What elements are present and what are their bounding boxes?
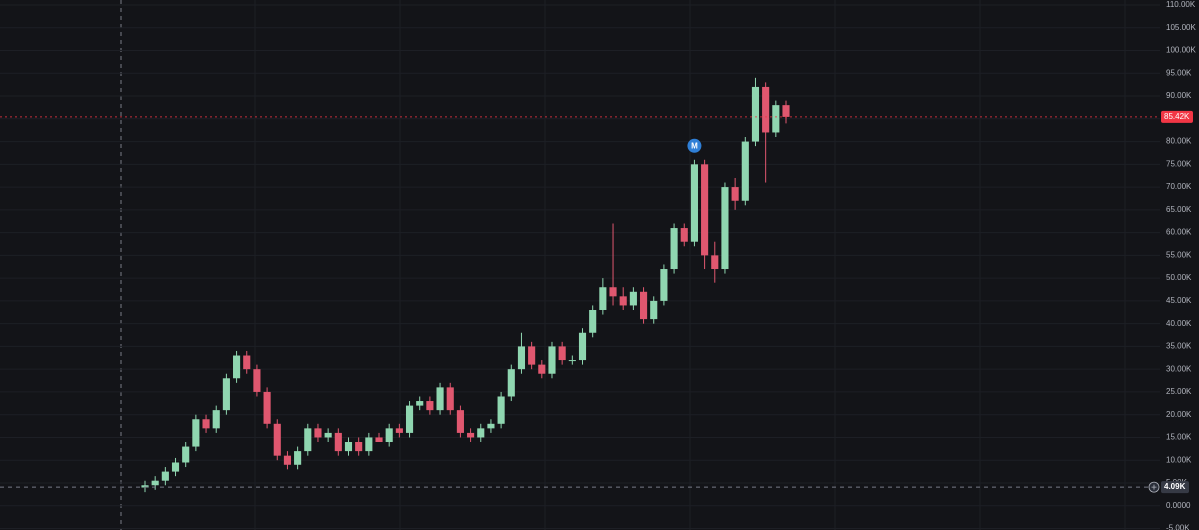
candle-body <box>629 291 637 306</box>
candle-body <box>171 462 180 472</box>
vertical-grid <box>254 0 1126 530</box>
candle-body <box>670 228 678 270</box>
candle-body <box>548 346 556 374</box>
candle-body <box>314 428 322 438</box>
y-tick-label: 20.00K <box>1166 410 1192 419</box>
candle-body <box>528 346 536 365</box>
candle-body <box>385 428 393 443</box>
candle-body <box>650 300 658 320</box>
candle-body <box>344 442 353 452</box>
candle-body <box>639 291 648 320</box>
y-tick-label: 110.00K <box>1166 0 1196 9</box>
y-tick-label: 45.00K <box>1166 296 1192 305</box>
candle-body <box>416 401 424 406</box>
candle-body <box>517 346 526 370</box>
candle-body <box>233 355 241 379</box>
candle-body <box>578 332 587 361</box>
candle-body <box>202 419 210 429</box>
crosshair-label: 4.09K <box>1164 482 1186 491</box>
y-tick-label: 25.00K <box>1166 387 1192 396</box>
y-tick-label: 60.00K <box>1166 228 1192 237</box>
candle-body <box>711 255 719 270</box>
candle-body <box>212 410 220 429</box>
crosshair-tag <box>1161 481 1189 494</box>
candle-body <box>741 141 749 201</box>
candle-body <box>568 360 576 362</box>
candle-body <box>253 369 261 392</box>
candle-body <box>405 405 414 433</box>
candle-body <box>456 410 464 433</box>
candle-body <box>283 455 292 465</box>
candle-body <box>324 432 332 438</box>
candle-body <box>772 105 780 133</box>
event-marker-label: M <box>691 141 698 150</box>
candle-body <box>304 428 312 452</box>
candle-body <box>762 86 770 133</box>
candle-body <box>182 446 190 463</box>
candle-body <box>701 164 709 256</box>
y-tick-label: 50.00K <box>1166 273 1192 282</box>
candle-body <box>355 442 363 452</box>
candle-body <box>365 437 373 452</box>
candle-body <box>589 309 597 333</box>
y-tick-label: 80.00K <box>1166 137 1192 146</box>
y-tick-label: 75.00K <box>1166 159 1192 168</box>
candle-body <box>151 480 159 486</box>
candle-body <box>660 269 668 301</box>
y-tick-label: 95.00K <box>1166 68 1192 77</box>
candle-body <box>273 423 281 456</box>
candle-body <box>436 387 444 411</box>
candle-body <box>619 296 627 306</box>
y-tick-label: 105.00K <box>1166 23 1196 32</box>
y-tick-label: 10.00K <box>1166 455 1192 464</box>
candle-body <box>294 451 302 465</box>
candle-body <box>507 369 515 397</box>
candle-body <box>375 437 383 443</box>
candle-body <box>609 287 617 297</box>
candle-body <box>446 387 454 411</box>
candle-body <box>395 428 403 433</box>
y-tick-label: -5.00K <box>1166 524 1190 530</box>
y-tick-label: 15.00K <box>1166 433 1192 442</box>
candle-body <box>161 471 169 481</box>
candle-body <box>467 432 475 438</box>
candle-body <box>243 355 251 370</box>
last-price-tag <box>1161 110 1193 123</box>
y-tick-label: 35.00K <box>1166 342 1192 351</box>
y-tick-label: 55.00K <box>1166 250 1192 259</box>
y-tick-label: 65.00K <box>1166 205 1192 214</box>
y-tick-label: 70.00K <box>1166 182 1192 191</box>
candle-body <box>558 346 566 361</box>
candle-body <box>334 432 342 452</box>
y-tick-label: 30.00K <box>1166 364 1192 373</box>
candle-body <box>751 86 760 142</box>
candle-body <box>141 485 149 488</box>
last-price-label: 85.42K <box>1164 112 1190 121</box>
candle-body <box>477 428 485 438</box>
candle-body <box>263 391 271 424</box>
candle-body <box>599 287 607 310</box>
y-tick-label: 40.00K <box>1166 319 1192 328</box>
candle-body <box>782 105 790 117</box>
candle-body <box>690 164 698 242</box>
candle-body <box>538 364 546 374</box>
y-tick-label: 90.00K <box>1166 91 1192 100</box>
crosshair-plus-sign <box>1151 484 1157 490</box>
candle-body <box>222 378 230 411</box>
candle-body <box>192 419 200 447</box>
y-tick-label: 100.00K <box>1166 46 1196 55</box>
candle-body <box>426 401 434 411</box>
event-marker <box>687 138 702 153</box>
candle-body <box>680 228 688 242</box>
candle-body <box>721 187 729 270</box>
candle-body <box>497 396 505 424</box>
candle-body <box>487 423 495 429</box>
y-tick-label: 0.0000 <box>1166 501 1191 510</box>
candle-body <box>731 187 739 201</box>
